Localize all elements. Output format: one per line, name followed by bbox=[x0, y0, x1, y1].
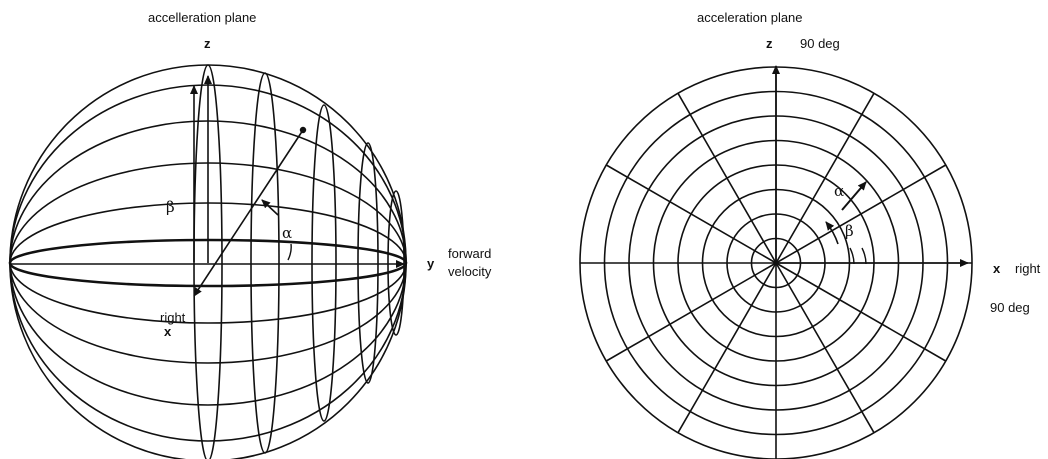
polar-spoke bbox=[605, 262, 777, 362]
left-x-caption: right bbox=[160, 310, 186, 325]
right-x-angle: 90 deg bbox=[990, 300, 1030, 315]
x-axis-line bbox=[193, 129, 304, 297]
right-beta-arc bbox=[825, 221, 839, 245]
polar-spoke bbox=[775, 262, 947, 362]
polar-spoke bbox=[775, 164, 947, 264]
sphere-diagram bbox=[8, 64, 408, 459]
radial-lines bbox=[580, 67, 972, 459]
right-labels: acceleration plane z 90 deg x right 90 d… bbox=[697, 10, 1041, 315]
right-alpha-arrow bbox=[841, 181, 867, 211]
polar-spoke bbox=[605, 164, 777, 264]
right-alpha-label: α bbox=[834, 182, 844, 200]
left-beta-label: β bbox=[166, 198, 175, 216]
left-x-label: x bbox=[164, 324, 172, 339]
right-x-label: x bbox=[993, 261, 1001, 276]
polar-spoke bbox=[775, 262, 875, 434]
right-z-label: z bbox=[766, 36, 773, 51]
polar-diagram bbox=[579, 65, 973, 459]
right-title: acceleration plane bbox=[697, 10, 803, 25]
alpha-arrow bbox=[261, 199, 279, 216]
polar-spoke bbox=[677, 262, 777, 434]
left-y-caption-1: forward bbox=[448, 246, 491, 261]
left-labels: accelleration plane z y forward velocity… bbox=[148, 10, 492, 339]
left-title: accelleration plane bbox=[148, 10, 256, 25]
polar-spoke bbox=[677, 92, 777, 264]
right-beta-label: β bbox=[845, 222, 854, 240]
left-z-label: z bbox=[204, 36, 211, 51]
left-y-caption-2: velocity bbox=[448, 264, 492, 279]
right-x-caption: right bbox=[1015, 261, 1041, 276]
polar-spoke bbox=[775, 92, 875, 264]
left-y-label: y bbox=[427, 256, 435, 271]
left-alpha-label: α bbox=[282, 224, 292, 242]
cross-section-ellipses bbox=[193, 64, 405, 459]
right-z-caption: 90 deg bbox=[800, 36, 840, 51]
